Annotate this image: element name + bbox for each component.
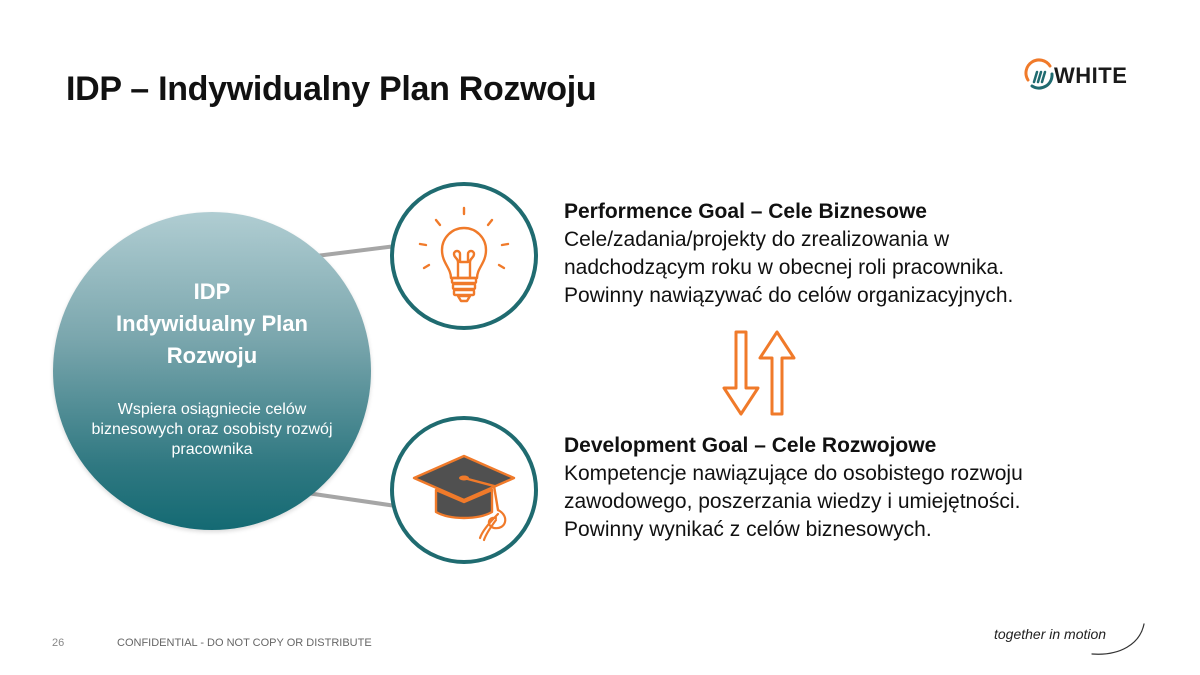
idp-circle-description: Wspiera osiągniecie celów biznesowych or… xyxy=(91,401,333,458)
lightbulb-icon xyxy=(418,206,510,303)
performance-goal-block: Performence Goal – Cele Biznesowe Cele/z… xyxy=(564,198,1164,310)
slide-title: IDP – Indywidualny Plan Rozwoju xyxy=(66,70,597,108)
page-number: 26 xyxy=(52,637,65,649)
performance-goal-icon-circle xyxy=(390,182,538,330)
idp-title-line: IDP xyxy=(193,279,231,304)
idp-circle-title: IDP Indywidualny Plan Rozwoju xyxy=(53,276,371,372)
confidential-notice: CONFIDENTIAL - DO NOT COPY OR DISTRIBUTE xyxy=(117,637,372,649)
development-goal-icon-circle xyxy=(390,416,538,564)
graduation-cap-icon xyxy=(412,454,516,542)
development-goal-line: Kompetencje nawiązujące do osobistego ro… xyxy=(564,462,1023,485)
tagline: together in motion xyxy=(994,626,1107,642)
performance-goal-heading: Performence Goal – Cele Biznesowe xyxy=(564,200,927,223)
idp-title-line: Rozwoju xyxy=(166,343,258,368)
idp-title-line: Indywidualny Plan xyxy=(116,311,308,336)
logo-text: WHITE xyxy=(1054,63,1128,88)
development-goal-line: zawodowego, poszerzania wiedzy i umiejęt… xyxy=(564,490,1021,513)
performance-goal-line: Powinny nawiązywać do celów organizacyjn… xyxy=(564,284,1014,307)
tagline-swoosh-icon xyxy=(1091,623,1145,655)
performance-goal-line: nadchodzącym roku w obecnej roli pracown… xyxy=(564,256,1005,279)
development-goal-line: Powinny wynikać z celów biznesowych. xyxy=(564,518,932,541)
performance-goal-line: Cele/zadania/projekty do zrealizowania w xyxy=(564,228,950,251)
up-down-arrows-icon xyxy=(722,330,796,416)
white-logo-mark-icon xyxy=(1024,58,1054,90)
development-goal-heading: Development Goal – Cele Rozwojowe xyxy=(564,434,937,457)
development-goal-block: Development Goal – Cele Rozwojowe Kompet… xyxy=(564,432,1164,544)
idp-circle xyxy=(53,212,371,530)
